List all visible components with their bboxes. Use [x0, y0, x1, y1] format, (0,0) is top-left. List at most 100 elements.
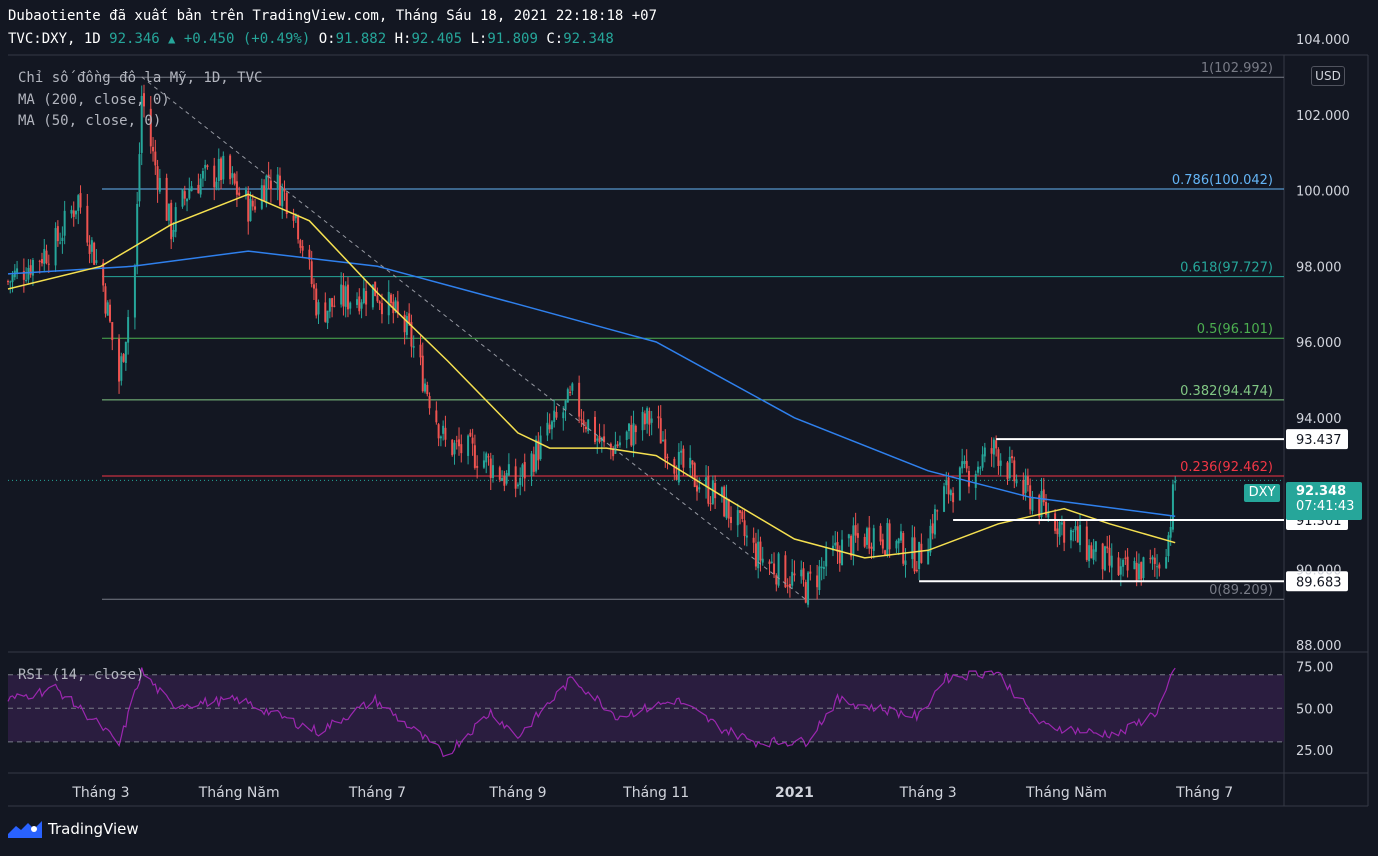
candle: [410, 314, 413, 358]
ma200-line: [7, 250, 1176, 517]
currency-button[interactable]: USD: [1311, 66, 1345, 86]
candle: [691, 460, 694, 477]
candle: [680, 441, 683, 465]
candle: [154, 139, 157, 175]
candle: [791, 559, 794, 589]
candle: [444, 415, 447, 447]
candle: [596, 434, 599, 454]
candle: [22, 258, 25, 293]
candle: [190, 181, 193, 192]
fib-level-label: 0.786(100.042): [1172, 173, 1273, 188]
candle: [181, 188, 184, 209]
candle: [587, 419, 590, 434]
candle: [324, 292, 327, 323]
candle: [476, 455, 479, 479]
candle: [775, 573, 778, 592]
candle: [725, 484, 728, 520]
candle: [120, 352, 123, 386]
open-label: O:: [318, 31, 336, 47]
candle: [646, 406, 649, 434]
candle: [1074, 519, 1077, 541]
candle: [729, 506, 732, 531]
candle: [918, 541, 921, 581]
candle: [360, 299, 363, 319]
candle: [492, 455, 495, 483]
candle: [88, 235, 91, 264]
candle: [1110, 543, 1113, 581]
candle: [215, 177, 218, 191]
candle: [283, 180, 286, 201]
tradingview-logo[interactable]: TradingView: [8, 820, 139, 838]
candle: [1031, 490, 1034, 515]
candle: [70, 205, 73, 219]
time-axis[interactable]: Tháng 3 Tháng Năm Tháng 7 Tháng 9 Tháng 11 20…: [71, 785, 1233, 801]
candle: [342, 273, 345, 316]
candle: [451, 438, 454, 457]
candle: [301, 239, 304, 258]
candle: [1174, 476, 1177, 491]
candle: [616, 441, 619, 449]
candle: [847, 533, 850, 547]
candle: [331, 297, 334, 318]
price-axis[interactable]: 88.00090.00092.00094.00096.00098.000100.…: [1296, 33, 1350, 654]
candle: [233, 172, 236, 186]
candle: [1117, 551, 1120, 576]
candle: [11, 271, 14, 293]
brand-name: TradingView: [48, 820, 139, 838]
candle: [514, 458, 517, 498]
candle: [1126, 548, 1129, 578]
candle: [1015, 474, 1018, 487]
candle: [705, 465, 708, 499]
candle: [340, 272, 343, 308]
candle: [297, 214, 300, 244]
candle: [852, 517, 855, 566]
candle: [659, 405, 662, 444]
last-price: 92.346: [109, 31, 160, 47]
candle: [553, 399, 556, 428]
candle: [276, 166, 279, 201]
candle: [773, 552, 776, 578]
candle: [584, 421, 587, 433]
candle: [412, 335, 415, 358]
candle: [822, 560, 825, 580]
candle: [983, 442, 986, 463]
candle: [943, 482, 946, 513]
candle: [165, 173, 168, 221]
candle: [1165, 548, 1168, 569]
candle: [933, 504, 936, 539]
ma50-line: [7, 193, 1176, 559]
candle: [328, 298, 331, 319]
trend-line[interactable]: [141, 76, 807, 600]
candle: [1026, 468, 1029, 492]
candle: [931, 514, 934, 540]
candle: [229, 153, 232, 185]
candle: [231, 166, 234, 185]
candle: [9, 280, 12, 294]
candle: [204, 159, 207, 181]
candle: [365, 281, 368, 317]
candle: [1011, 449, 1014, 464]
candle: [485, 451, 488, 474]
candle: [285, 191, 288, 219]
candle: [1006, 460, 1009, 485]
candle: [281, 183, 284, 219]
candle: [895, 539, 898, 554]
candle: [247, 186, 250, 235]
candle: [206, 164, 209, 170]
candle: [1058, 519, 1061, 545]
candle: [913, 526, 916, 574]
candle: [661, 431, 664, 443]
candle: [1072, 529, 1075, 542]
candle: [199, 173, 202, 198]
candle: [974, 470, 977, 500]
candle: [77, 194, 80, 225]
candle: [580, 409, 583, 428]
fib-retracement[interactable]: 1(102.992) 0.786(100.042) 0.618(97.727) 0.5…: [8, 61, 1284, 600]
candle: [657, 405, 660, 429]
candle: [213, 157, 216, 201]
candle: [152, 137, 155, 162]
candle: [757, 529, 760, 579]
candle: [507, 453, 510, 477]
